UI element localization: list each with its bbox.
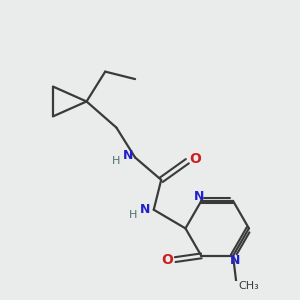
Text: N: N — [140, 203, 151, 216]
Text: O: O — [161, 253, 173, 267]
Text: N: N — [194, 190, 205, 203]
Text: O: O — [190, 152, 202, 166]
Text: H: H — [129, 210, 137, 220]
Text: CH₃: CH₃ — [238, 281, 259, 292]
Text: H: H — [112, 156, 121, 166]
Text: N: N — [230, 254, 240, 267]
Text: N: N — [123, 149, 134, 162]
